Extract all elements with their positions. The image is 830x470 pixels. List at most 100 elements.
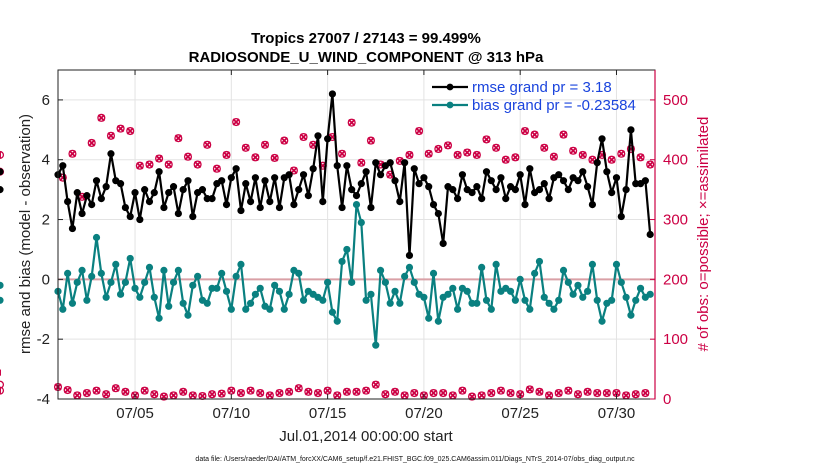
obs-assimilated-stroke-b	[612, 389, 621, 397]
obs-assimilated-marker	[150, 390, 158, 398]
obs-assimilated-marker	[222, 151, 231, 159]
bias-point	[92, 233, 101, 242]
x-tick-label: 07/30	[598, 405, 636, 422]
bias-point	[444, 290, 452, 298]
rmse-point	[290, 200, 298, 209]
rmse-point	[275, 203, 284, 212]
obs-assimilated-stroke-b	[218, 389, 226, 398]
obs-assimilated-stroke-b	[636, 153, 645, 161]
obs-assimilated-stroke-b	[309, 141, 317, 149]
obs-possible-marker	[424, 149, 433, 158]
obs-possible-marker	[256, 388, 265, 398]
obs-assimilated-marker	[425, 150, 433, 158]
bias-point	[449, 284, 457, 292]
obs-possible-marker	[102, 390, 111, 399]
obs-assimilated-stroke-b	[256, 389, 264, 397]
bias-point	[213, 284, 221, 292]
rmse-point	[145, 198, 154, 206]
bias-point	[362, 296, 370, 304]
y2-tick-label: 100	[663, 331, 688, 348]
rmse-point	[521, 200, 529, 209]
obs-assimilated-stroke-b	[198, 392, 207, 400]
series-group	[0, 90, 654, 349]
bias-point	[328, 308, 337, 316]
obs-possible-marker	[299, 132, 308, 142]
rmse-point	[155, 168, 163, 176]
bias-point	[598, 317, 606, 325]
obs-assimilated-stroke-b	[136, 162, 144, 170]
obs-assimilated-marker	[583, 388, 592, 396]
rmse-point	[583, 183, 592, 191]
bias-point	[357, 218, 365, 227]
rmse-point	[299, 171, 308, 179]
obs-possible-marker	[593, 388, 602, 398]
obs-assimilated-marker	[511, 153, 520, 161]
obs-possible-marker	[347, 118, 356, 127]
obs-possible-marker	[338, 149, 347, 158]
obs-assimilated-stroke-b	[141, 386, 149, 395]
obs-assimilated-stroke-b	[348, 119, 356, 127]
obs-assimilated-stroke-b	[444, 141, 452, 150]
obs-possible-marker	[607, 155, 616, 164]
y2-tick-label: 500	[663, 92, 688, 109]
rmse-point	[348, 186, 356, 194]
rmse-point	[92, 177, 101, 185]
obs-possible-marker	[487, 388, 496, 398]
bias-point	[338, 257, 346, 266]
obs-possible-marker	[646, 160, 655, 169]
obs-assimilated-marker	[280, 136, 288, 145]
obs-assimilated-stroke-b	[299, 133, 308, 141]
obs-possible-marker	[472, 150, 481, 159]
rmse-point	[608, 189, 616, 197]
bias-point	[324, 278, 332, 286]
rmse-point	[588, 200, 597, 209]
obs-possible-marker	[0, 380, 5, 389]
bias-point	[521, 296, 529, 304]
obs-assimilated-marker	[434, 145, 442, 153]
obs-assimilated-stroke-b	[434, 145, 442, 153]
obs-assimilated-marker	[266, 391, 274, 400]
bias-point	[343, 245, 351, 254]
bias-point	[511, 296, 519, 304]
obs-assimilated-stroke-b	[343, 388, 351, 396]
obs-assimilated-stroke-b	[213, 165, 221, 173]
rmse-point	[73, 189, 81, 197]
obs-assimilated-marker	[569, 147, 577, 155]
obs-possible-marker	[439, 388, 448, 398]
obs-assimilated-stroke-b	[155, 154, 163, 163]
obs-assimilated-stroke-b	[285, 388, 293, 396]
obs-assimilated-marker	[165, 160, 173, 169]
rmse-point	[150, 189, 158, 197]
bias-point	[646, 290, 654, 298]
obs-assimilated-stroke-b	[381, 390, 390, 398]
bias-point	[102, 293, 110, 301]
obs-assimilated-marker	[497, 386, 505, 395]
rmse-point	[391, 177, 399, 185]
obs-assimilated-marker	[136, 162, 144, 170]
obs-assimilated-stroke-b	[425, 150, 433, 158]
bias-point	[569, 290, 577, 298]
obs-assimilated-stroke-b	[588, 156, 597, 164]
obs-assimilated-stroke-b	[112, 384, 120, 392]
obs-assimilated-marker	[179, 388, 187, 396]
obs-assimilated-marker	[487, 389, 495, 397]
rmse-point	[83, 192, 91, 200]
obs-assimilated-stroke-b	[266, 391, 274, 400]
obs-assimilated-marker	[555, 389, 563, 397]
rmse-point	[126, 212, 134, 221]
obs-possible-marker	[97, 113, 106, 122]
rmse-point	[516, 171, 524, 179]
obs-assimilated-marker	[295, 384, 303, 392]
obs-possible-marker	[193, 160, 202, 169]
bias-point	[0, 281, 4, 289]
rmse-point	[559, 177, 568, 185]
bias-point	[627, 311, 635, 319]
obs-assimilated-stroke-b	[121, 388, 130, 396]
bias-point	[126, 254, 134, 263]
bias-point	[367, 290, 375, 298]
rmse-line	[57, 92, 652, 257]
obs-assimilated-marker	[357, 159, 365, 167]
rmse-point	[208, 195, 216, 203]
